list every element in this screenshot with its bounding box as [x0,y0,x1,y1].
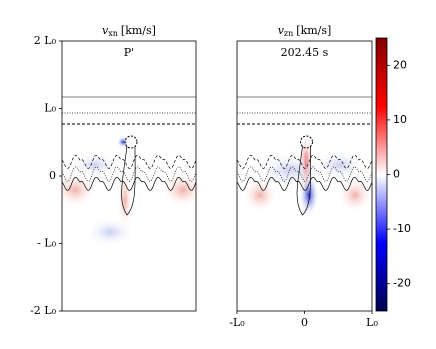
title-unit: [km/s] [296,24,331,37]
field-xn [62,136,196,247]
x-tick-label: 0 [301,316,308,329]
title-subscript: zn [284,29,293,38]
y-tick-label: -2 L₀ [30,304,57,317]
x-tick-label: -L₀ [229,316,245,329]
title-subscript: xn [108,29,118,38]
y-tick-label: 0 [49,169,56,182]
x-tick-label: L₀ [366,316,378,329]
panel-title: vzn [km/s] [278,24,332,38]
colorbar-tick-label: 10 [393,113,407,126]
title-symbol: v [278,24,285,37]
y-tick-label: - L₀ [37,237,57,250]
panel-label: 202.45 s [281,46,329,59]
title-unit: [km/s] [121,24,156,37]
stem-contour [296,145,311,216]
contours [237,96,372,216]
contour [237,166,372,182]
contours [62,96,196,216]
contour [237,154,372,169]
contour [62,154,196,169]
panel-label: P' [124,46,134,59]
colorbar [375,37,388,312]
title-symbol: v [102,24,109,37]
contour [62,166,196,182]
y-tick-label: 2 L₀ [34,34,57,47]
panel-title: vxn [km/s] [102,24,156,38]
blob-contour [124,135,138,149]
field-zn [242,135,372,217]
colorbar-tick-label: -20 [393,277,411,290]
colorbar-tick-label: 0 [393,168,400,181]
colorbar-tick-label: 20 [393,58,407,71]
contour [62,176,196,191]
colorbar-tick-label: -10 [393,222,411,235]
y-tick-label: L₀ [44,102,56,115]
blob-contour [300,135,313,149]
contour [237,176,372,191]
stem-contour [121,145,136,216]
